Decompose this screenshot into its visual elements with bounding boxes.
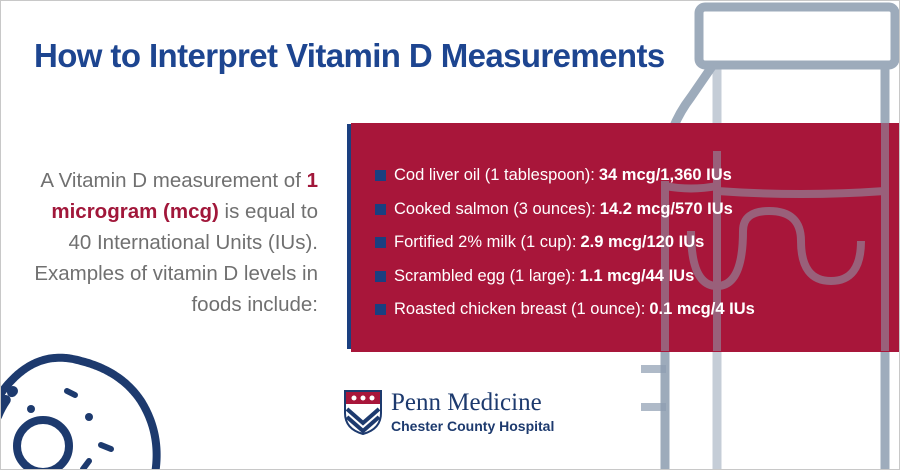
food-label: Fortified 2% milk (1 cup): — [394, 233, 577, 252]
bullet-square — [375, 203, 386, 215]
food-item: Scrambled egg (1 large): 1.1 mcg/44 IUs — [375, 260, 755, 294]
bullet-square — [375, 170, 386, 182]
intro-text: A Vitamin D measurement of — [40, 169, 307, 192]
food-item: Cooked salmon (3 ounces): 14.2 mcg/570 IU… — [375, 193, 755, 227]
food-item: Cod liver oil (1 tablespoon): 34 mcg/1,36… — [375, 159, 755, 193]
intro-paragraph: A Vitamin D measurement of 1 microgram (… — [31, 165, 318, 320]
food-value: 14.2 mcg/570 IUs — [599, 199, 733, 218]
food-value: 1.1 mcg/44 IUs — [579, 266, 695, 285]
food-value: 0.1 mcg/4 IUs — [649, 300, 755, 319]
food-list: Cod liver oil (1 tablespoon): 34 mcg/1,36… — [375, 159, 755, 327]
food-value: 34 mcg/1,360 IUs — [598, 166, 732, 185]
food-label: Cooked salmon (3 ounces): — [394, 199, 596, 218]
food-label: Cod liver oil (1 tablespoon): — [394, 166, 595, 185]
food-item: Fortified 2% milk (1 cup): 2.9 mcg/120 IU… — [375, 226, 755, 260]
penn-medicine-logo: Penn Medicine Chester County Hospital — [343, 389, 554, 435]
bullet-square — [375, 237, 386, 249]
logo-text: Penn Medicine Chester County Hospital — [391, 389, 555, 435]
divider-bar — [347, 124, 351, 349]
bullet-square — [375, 270, 386, 282]
intro-highlight: 1 microgram (mcg) — [51, 169, 318, 223]
food-label: Roasted chicken breast (1 ounce): — [394, 300, 646, 319]
food-label: Scrambled egg (1 large): — [394, 266, 576, 285]
logo-name: Penn Medicine — [391, 389, 542, 416]
food-value: 2.9 mcg/120 IUs — [580, 233, 705, 252]
shield-icon — [344, 390, 382, 435]
intro-text-end: is equal to 40 International Units (IUs)… — [34, 200, 318, 316]
page-title: How to Interpret Vitamin D Measurements — [34, 37, 665, 74]
food-item: Roasted chicken breast (1 ounce): 0.1 mcg… — [375, 293, 755, 327]
cell-illustration — [1, 353, 161, 469]
bullet-square — [375, 304, 386, 316]
logo-subtitle: Chester County Hospital — [391, 418, 555, 434]
